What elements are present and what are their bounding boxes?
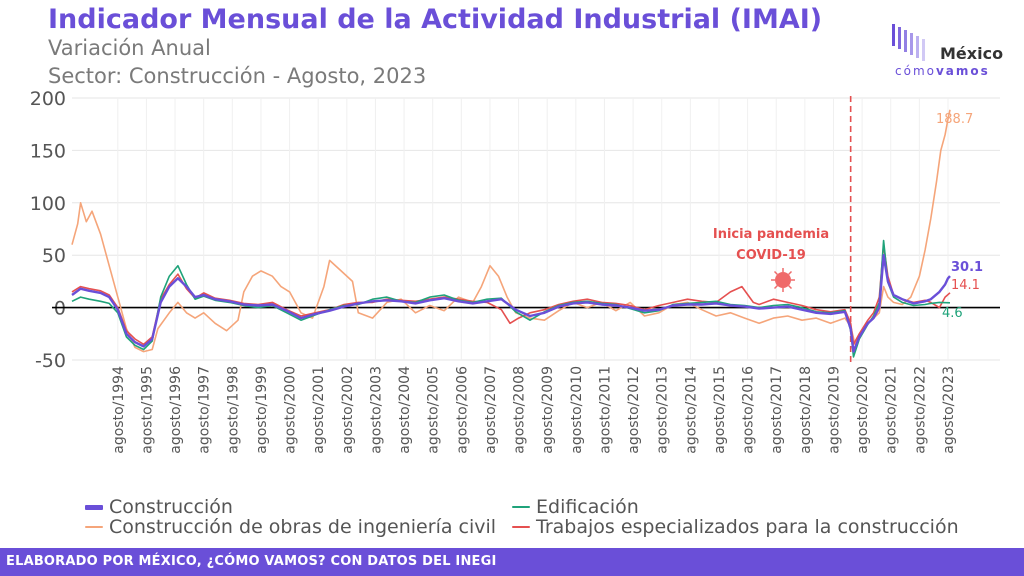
legend-label: Construcción de obras de ingeniería civi… — [109, 516, 497, 538]
chart-legend: Construcción Edificación Construcción de… — [85, 496, 1024, 540]
legend-label: Construcción — [109, 496, 233, 518]
virus-spike — [773, 270, 778, 275]
virus-body — [775, 272, 791, 288]
x-tick-label: agosto/2013 — [655, 366, 671, 454]
pandemic-label: Inicia pandemia — [713, 227, 829, 242]
legend-item-trabajos-especializados: Trabajos especializados para la construc… — [512, 516, 959, 538]
x-tick-label: agosto/1997 — [197, 366, 213, 454]
chart-title: Indicador Mensual de la Actividad Indust… — [48, 4, 823, 35]
legend-swatch — [85, 526, 103, 528]
logo-name: México — [940, 44, 1004, 63]
chart-sector-date: Sector: Construcción - Agosto, 2023 — [48, 64, 427, 88]
x-tick-label: agosto/2023 — [941, 366, 957, 454]
series-end-label: 4.6 — [942, 306, 963, 321]
legend-swatch — [512, 506, 530, 508]
virus-spike — [773, 285, 778, 290]
series-line-4 — [71, 243, 951, 346]
x-tick-label: agosto/2018 — [798, 366, 814, 454]
x-tick-label: agosto/2003 — [368, 366, 384, 454]
x-tick-label: agosto/1999 — [254, 366, 270, 454]
logo-tagline: cómovamos — [895, 64, 990, 78]
y-tick-label: 200 — [30, 88, 66, 110]
legend-swatch — [512, 526, 530, 528]
logo-tag-bold: vamos — [935, 64, 990, 78]
x-tick-label: agosto/1998 — [225, 366, 241, 454]
x-tick-label: agosto/2022 — [912, 366, 928, 454]
x-tick-label: agosto/2021 — [884, 366, 900, 454]
x-tick-label: agosto/2001 — [311, 366, 327, 454]
x-tick-label: agosto/2012 — [626, 366, 642, 454]
legend-swatch — [85, 504, 103, 510]
x-tick-label: agosto/1994 — [111, 366, 127, 454]
y-tick-label: 50 — [42, 245, 66, 267]
x-tick-label: agosto/2002 — [340, 366, 356, 454]
logo-bars-icon — [892, 24, 925, 61]
x-tick-label: agosto/2011 — [597, 366, 613, 454]
x-tick-label: agosto/2004 — [397, 366, 413, 454]
legend-item-construccion: Construcción — [85, 496, 233, 518]
y-tick-label: -50 — [35, 350, 66, 372]
x-tick-label: agosto/2006 — [454, 366, 470, 454]
footer-credit: ELABORADO POR MÉXICO, ¿CÓMO VAMOS? CON D… — [6, 554, 497, 569]
series-line-2 — [71, 239, 951, 358]
x-tick-label: agosto/1995 — [139, 366, 155, 454]
x-tick-label: agosto/2008 — [512, 366, 528, 454]
chart-subtitle: Variación Anual — [48, 36, 211, 60]
logo-tag-light: cómo — [895, 64, 936, 78]
legend-item-edificacion: Edificación — [512, 496, 639, 518]
virus-spike — [788, 270, 793, 275]
legend-item-ingenieria-civil: Construcción de obras de ingeniería civi… — [85, 516, 496, 538]
series-end-label: 30.1 — [951, 260, 983, 275]
x-tick-label: agosto/2009 — [540, 366, 556, 454]
series-end-label: 14.1 — [951, 278, 980, 293]
footer-bar: ELABORADO POR MÉXICO, ¿CÓMO VAMOS? CON D… — [0, 548, 1024, 576]
series-line-1 — [71, 254, 951, 353]
y-tick-label: 150 — [30, 140, 66, 162]
virus-spike — [788, 285, 793, 290]
pandemic-label: COVID-19 — [736, 248, 806, 263]
x-tick-label: agosto/2016 — [741, 366, 757, 454]
covid-virus-icon — [771, 268, 795, 292]
x-tick-label: agosto/2014 — [683, 366, 699, 454]
x-tick-label: agosto/2007 — [483, 366, 499, 454]
series-end-label: 188.7 — [936, 112, 973, 127]
x-tick-label: agosto/2019 — [826, 366, 842, 454]
legend-label: Edificación — [536, 496, 639, 518]
x-tick-label: agosto/2017 — [769, 366, 785, 454]
y-tick-label: 0 — [54, 298, 66, 320]
legend-label: Trabajos especializados para la construc… — [536, 516, 959, 538]
x-tick-label: agosto/2005 — [426, 366, 442, 454]
x-tick-label: agosto/2015 — [712, 366, 728, 454]
x-tick-label: agosto/2010 — [569, 366, 585, 454]
mexico-como-vamos-logo: México cómovamos — [890, 22, 1010, 82]
x-tick-label: agosto/2020 — [855, 366, 871, 454]
x-tick-label: agosto/1996 — [168, 366, 184, 454]
y-tick-label: 100 — [30, 193, 66, 215]
x-tick-label: agosto/2000 — [283, 366, 299, 454]
